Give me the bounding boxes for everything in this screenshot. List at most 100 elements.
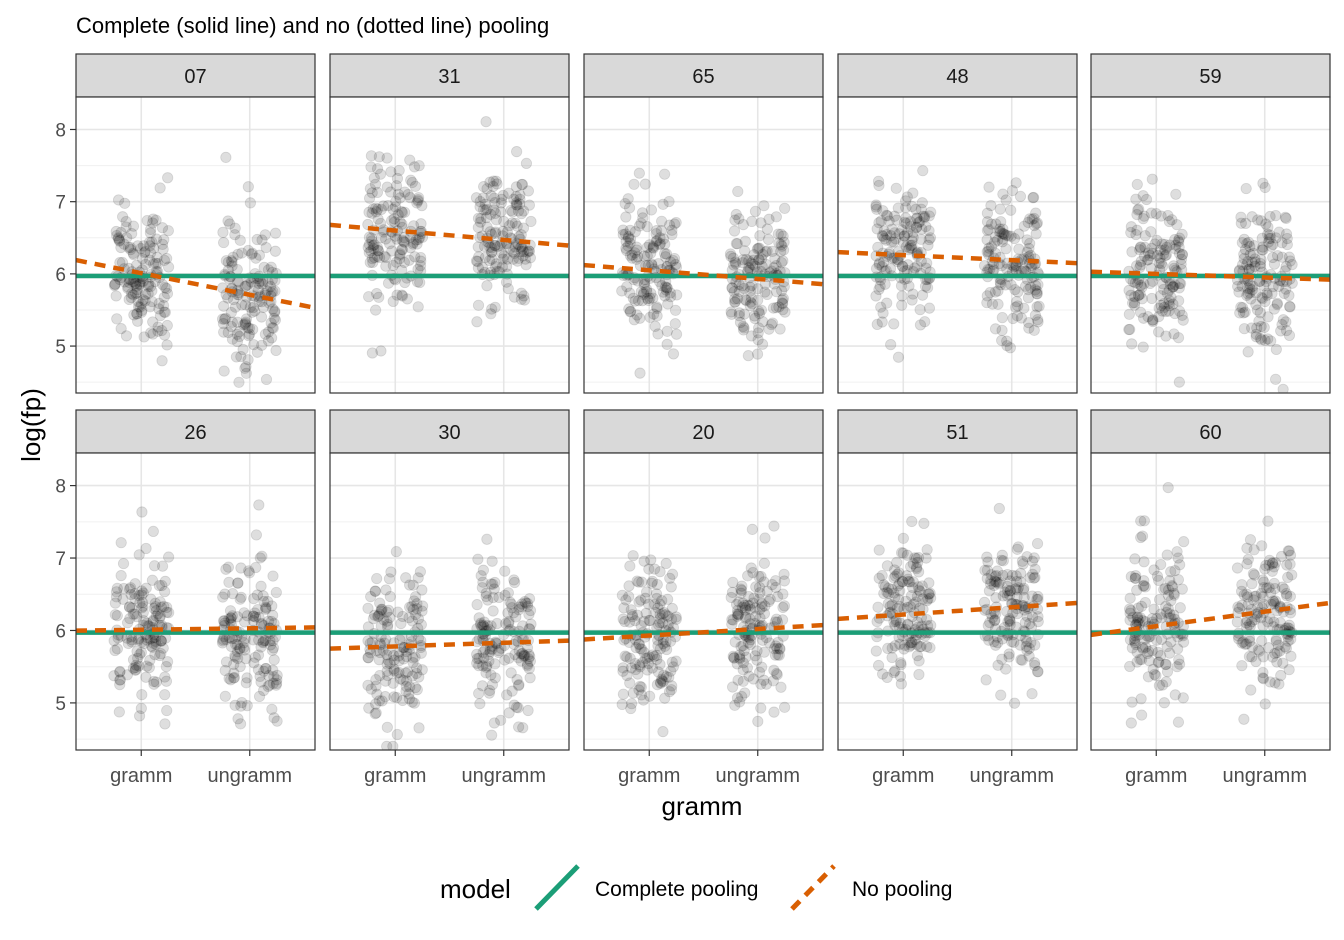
data-point [1012,582,1024,594]
data-point [726,282,738,294]
data-point [366,347,378,359]
data-point [506,685,518,697]
data-point [516,598,528,610]
data-point [486,246,498,258]
x-tick-label: ungramm [970,765,1054,787]
data-point [616,589,628,601]
data-point [374,168,387,180]
data-point [1169,307,1181,320]
data-point [733,310,745,322]
data-point [516,178,528,191]
data-point [616,285,628,297]
data-point [1003,648,1015,660]
data-point [235,591,247,603]
data-point [218,615,230,627]
data-point [260,373,273,386]
data-point [398,256,410,269]
data-point [1236,579,1248,591]
data-point [1176,228,1188,240]
data-point [1026,611,1039,623]
data-point [393,164,405,177]
data-point [115,226,127,239]
data-point [886,651,898,664]
data-point [1282,571,1294,584]
data-point [870,290,882,302]
data-point [1277,383,1289,393]
data-point [411,684,423,696]
data-point [1161,666,1174,678]
data-point [630,253,643,265]
data-point [145,327,157,339]
data-point [894,617,906,629]
data-point [731,608,743,620]
data-point [758,646,770,658]
data-point [878,256,890,268]
data-point [217,226,229,238]
data-point [1270,232,1282,244]
data-point [114,665,126,678]
data-point [726,282,738,294]
data-point [486,242,498,254]
data-point [918,517,930,529]
data-point [138,637,150,650]
data-point [1164,574,1176,587]
data-point [901,601,913,614]
data-point [503,187,515,199]
data-point [652,328,664,340]
data-point [131,645,143,657]
data-point [650,588,663,600]
data-point [894,585,906,597]
data-point [627,292,639,304]
data-point [917,593,929,605]
data-point [218,365,230,377]
y-tick-label: 8 [55,477,66,498]
data-point [481,221,493,233]
data-point [404,681,416,693]
data-point [374,646,386,659]
data-point [1138,210,1150,222]
data-point [996,653,1008,665]
data-point [1151,634,1163,646]
data-point [906,637,918,649]
data-point [736,690,748,703]
data-point [1255,587,1268,599]
data-point [623,303,635,315]
data-point [218,615,230,627]
data-point [622,231,635,243]
data-point [515,655,527,667]
data-point [633,576,645,588]
data-point [1236,599,1248,611]
data-point [905,636,918,648]
data-point [1135,279,1147,292]
data-point [408,595,420,607]
data-point [388,213,400,225]
legend: model Complete pooling No pooling [440,864,952,911]
data-point [1022,216,1034,229]
data-point [242,322,254,334]
data-point [625,702,637,715]
data-point [502,283,514,295]
data-point [271,674,283,686]
data-point [633,596,645,608]
data-point [925,206,937,218]
data-point [911,260,923,272]
data-point [1246,322,1258,334]
data-point [729,296,741,308]
data-point [1012,541,1024,553]
data-point [138,240,150,252]
data-point [1280,261,1292,273]
data-point [403,254,415,266]
data-point [888,616,900,628]
data-point [755,702,767,714]
chart-title: Complete (solid line) and no (dotted lin… [76,13,549,38]
data-point [1262,333,1274,345]
data-point [476,680,489,692]
data-point [520,157,533,170]
data-point [489,239,501,251]
data-point [249,607,261,619]
data-point [645,258,658,270]
data-point [756,338,769,350]
data-point [1236,280,1248,292]
data-point [264,635,276,647]
data-point [756,661,768,673]
